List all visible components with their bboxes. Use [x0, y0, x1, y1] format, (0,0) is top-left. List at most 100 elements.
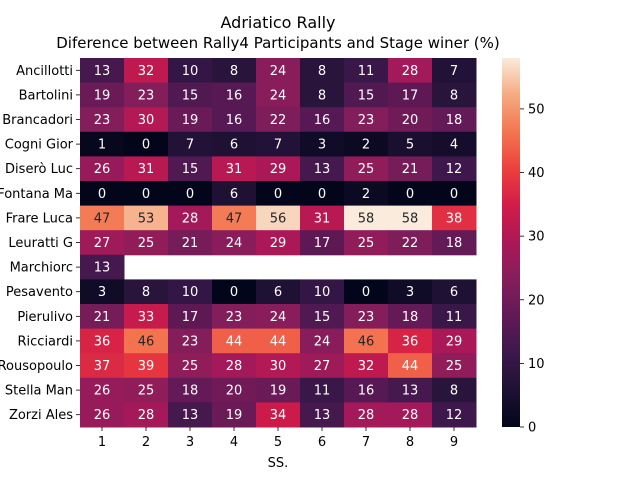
- heatmap-cell: [256, 181, 301, 207]
- heatmap-cell: [124, 131, 169, 157]
- cell-value-label: 28: [402, 408, 419, 423]
- heatmap-cell: [432, 205, 477, 231]
- y-tick-label: Leuratti G: [8, 236, 73, 251]
- heatmap-cell: [124, 58, 169, 84]
- cell-value-label: 7: [186, 138, 194, 153]
- heatmap-cell: [300, 181, 345, 207]
- heatmap-cell: [432, 402, 477, 428]
- heatmap-cell: [344, 402, 389, 428]
- cell-value-label: 23: [94, 113, 111, 128]
- heatmap-cell: [124, 402, 169, 428]
- heatmap-cell: [80, 377, 125, 403]
- colorbar-tick-label: 50: [528, 102, 545, 117]
- heatmap-cell: [80, 107, 125, 133]
- y-tick-label: Ricciardi: [18, 334, 74, 349]
- heatmap-cell: [256, 353, 301, 379]
- cell-value-label: 0: [98, 187, 106, 202]
- cell-value-label: 46: [138, 334, 155, 349]
- y-tick-label: Stella Man: [5, 384, 73, 399]
- cell-value-label: 58: [402, 211, 419, 226]
- heatmap-cell: [432, 107, 477, 133]
- cell-value-label: 13: [182, 408, 199, 423]
- heatmap-cell: [212, 328, 257, 354]
- cell-value-label: 15: [182, 88, 199, 103]
- cell-value-label: 26: [94, 408, 111, 423]
- cell-value-label: 10: [182, 64, 199, 79]
- cell-value-label: 30: [138, 113, 155, 128]
- cell-value-label: 3: [318, 138, 326, 153]
- heatmap-cell: [124, 107, 169, 133]
- cell-value-label: 32: [138, 64, 155, 79]
- heatmap-cell: [300, 205, 345, 231]
- cell-value-label: 6: [230, 187, 238, 202]
- heatmap-cell: [212, 107, 257, 133]
- cell-value-label: 24: [226, 236, 243, 251]
- heatmap-cell: [300, 328, 345, 354]
- cell-value-label: 31: [226, 162, 243, 177]
- cell-value-label: 0: [142, 138, 150, 153]
- x-tick-label: 5: [274, 435, 282, 450]
- cell-value-label: 0: [406, 187, 414, 202]
- heatmap-cell: [80, 402, 125, 428]
- cell-value-label: 28: [138, 408, 155, 423]
- cell-value-label: 23: [138, 88, 155, 103]
- heatmap-cell: [124, 156, 169, 182]
- heatmap-cell: [212, 156, 257, 182]
- heatmap-cell: [124, 82, 169, 108]
- cell-value-label: 8: [450, 88, 458, 103]
- heatmap-cell: [168, 205, 213, 231]
- cell-value-label: 15: [358, 88, 375, 103]
- cell-value-label: 23: [358, 310, 375, 325]
- cell-value-label: 17: [314, 236, 331, 251]
- y-tick-label: Rousopoulo: [0, 359, 73, 374]
- cell-value-label: 10: [182, 285, 199, 300]
- cell-value-label: 24: [314, 334, 331, 349]
- cell-value-label: 3: [406, 285, 414, 300]
- heatmap-cell: [432, 156, 477, 182]
- cell-value-label: 13: [314, 162, 331, 177]
- cell-value-label: 22: [270, 113, 287, 128]
- cell-value-label: 53: [138, 211, 155, 226]
- heatmap-cell: [388, 328, 433, 354]
- heatmap-cell: [300, 402, 345, 428]
- y-tick-label: Frare Luca: [6, 211, 73, 226]
- cell-value-label: 36: [402, 334, 419, 349]
- cell-value-label: 24: [270, 64, 287, 79]
- cell-value-label: 17: [182, 310, 199, 325]
- y-tick-label: Zorzi Ales: [9, 408, 73, 423]
- heatmap-cell: [124, 377, 169, 403]
- heatmap-cell: [80, 254, 125, 280]
- heatmap-cell: [124, 230, 169, 256]
- cell-value-label: 11: [358, 64, 375, 79]
- heatmap-cell: [300, 131, 345, 157]
- cell-value-label: 26: [94, 384, 111, 399]
- y-tick-label: Pesavento: [6, 285, 73, 300]
- heatmap-cell: [300, 156, 345, 182]
- cell-value-label: 16: [226, 88, 243, 103]
- cell-value-label: 25: [138, 384, 155, 399]
- colorbar-tick-label: 0: [528, 421, 536, 436]
- heatmap-cell: [256, 402, 301, 428]
- y-tick-label: Diserò Luc: [5, 162, 73, 177]
- cell-value-label: 0: [450, 187, 458, 202]
- heatmap-cell: [80, 328, 125, 354]
- heatmap-cell: [80, 230, 125, 256]
- heatmap-cell: [256, 279, 301, 305]
- cell-value-label: 25: [358, 236, 375, 251]
- x-tick-label: 6: [318, 435, 326, 450]
- y-tick-label: Cogni Gior: [5, 138, 74, 153]
- heatmap-cell: [344, 377, 389, 403]
- x-axis-label: SS.: [268, 456, 289, 471]
- cell-value-label: 34: [270, 408, 287, 423]
- cell-value-label: 2: [362, 187, 370, 202]
- heatmap-cell: [212, 304, 257, 330]
- heatmap-cell: [212, 402, 257, 428]
- heatmap-cell: [124, 328, 169, 354]
- cell-value-label: 33: [138, 310, 155, 325]
- colorbar-tick-label: 30: [528, 230, 545, 245]
- heatmap-cell: [388, 304, 433, 330]
- heatmap-cell: [256, 230, 301, 256]
- cell-value-label: 21: [182, 236, 199, 251]
- cell-value-label: 30: [270, 359, 287, 374]
